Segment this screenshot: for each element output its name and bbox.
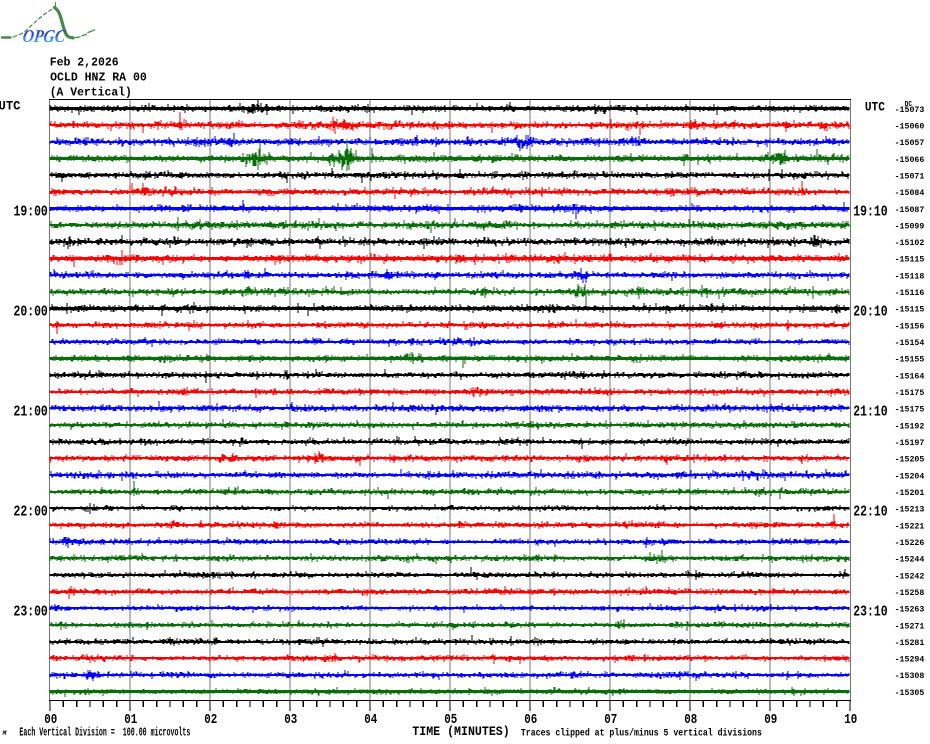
svg-text:03: 03 [284, 713, 297, 728]
svg-text:04: 04 [364, 713, 377, 728]
svg-text:-15156: -15156 [895, 322, 925, 331]
svg-text:-15071: -15071 [895, 172, 925, 181]
svg-text:-15197: -15197 [895, 439, 925, 448]
svg-text:02: 02 [204, 713, 217, 728]
svg-text:OPGC: OPGC [21, 26, 67, 46]
svg-text:M: M [2, 730, 8, 737]
svg-text:-15192: -15192 [895, 422, 925, 431]
svg-text:08: 08 [684, 713, 697, 728]
svg-text:-15281: -15281 [895, 639, 925, 648]
svg-text:23:10: 23:10 [853, 604, 887, 620]
svg-text:OCLD HNZ RA 00: OCLD HNZ RA 00 [50, 71, 147, 85]
svg-text:01: 01 [124, 713, 137, 728]
svg-text:-15115: -15115 [895, 306, 925, 315]
svg-text:20:00: 20:00 [14, 305, 48, 321]
svg-text:-15258: -15258 [895, 589, 925, 598]
svg-text:-15060: -15060 [895, 122, 925, 131]
svg-text:-15116: -15116 [895, 289, 925, 298]
svg-text:-15073: -15073 [895, 106, 925, 115]
svg-text:UTC: UTC [865, 101, 885, 115]
svg-text:-15115: -15115 [895, 256, 925, 265]
svg-text:-15164: -15164 [895, 372, 925, 381]
svg-text:-15118: -15118 [895, 272, 925, 281]
svg-text:Feb 2,2026: Feb 2,2026 [50, 56, 119, 70]
svg-text:-15099: -15099 [895, 222, 925, 231]
svg-text:-15201: -15201 [895, 489, 925, 498]
svg-text:-15087: -15087 [895, 206, 925, 215]
svg-text:22:10: 22:10 [853, 504, 887, 520]
svg-text:(A Vertical): (A Vertical) [50, 85, 132, 99]
svg-text:-15102: -15102 [895, 239, 925, 248]
svg-text:-15213: -15213 [895, 506, 925, 515]
svg-text:-15204: -15204 [895, 472, 925, 481]
svg-text:-15205: -15205 [895, 456, 925, 465]
svg-text:-15242: -15242 [895, 572, 925, 581]
svg-text:23:00: 23:00 [14, 604, 48, 620]
svg-text:-15244: -15244 [895, 556, 925, 565]
svg-text:22:00: 22:00 [14, 504, 48, 520]
svg-text:19:00: 19:00 [14, 205, 48, 221]
svg-text:-15294: -15294 [895, 656, 925, 665]
svg-text:-15271: -15271 [895, 622, 925, 631]
svg-text:07: 07 [604, 713, 617, 728]
svg-text:00: 00 [44, 713, 57, 728]
svg-text:-15066: -15066 [895, 156, 925, 165]
svg-text:-15226: -15226 [895, 539, 925, 548]
svg-text:Each Vertical Division = 100.: Each Vertical Division = 100.00 microvol… [19, 726, 190, 740]
svg-text:-15263: -15263 [895, 606, 925, 615]
svg-text:19:10: 19:10 [853, 205, 887, 221]
svg-text:DC: DC [905, 101, 913, 109]
svg-text:-15305: -15305 [895, 689, 925, 698]
svg-text:Traces clipped at plus/minus 5: Traces clipped at plus/minus 5 vertical … [521, 727, 762, 739]
svg-text:UTC: UTC [0, 100, 21, 114]
svg-text:-15221: -15221 [895, 522, 925, 531]
svg-text:10: 10 [844, 713, 857, 728]
svg-text:06: 06 [524, 713, 537, 728]
svg-text:21:00: 21:00 [14, 404, 48, 420]
svg-text:-15155: -15155 [895, 356, 925, 365]
svg-text:09: 09 [764, 713, 777, 728]
svg-text:-15154: -15154 [895, 339, 925, 348]
svg-text:20:10: 20:10 [853, 305, 887, 321]
svg-text:-15057: -15057 [895, 139, 925, 148]
svg-text:-15308: -15308 [895, 672, 925, 681]
svg-text:05: 05 [444, 713, 457, 728]
svg-text:TIME (MINUTES): TIME (MINUTES) [412, 724, 509, 739]
svg-text:-15084: -15084 [895, 189, 925, 198]
svg-text:21:10: 21:10 [853, 404, 887, 420]
svg-text:-15175: -15175 [895, 389, 925, 398]
svg-text:-15175: -15175 [895, 406, 925, 415]
